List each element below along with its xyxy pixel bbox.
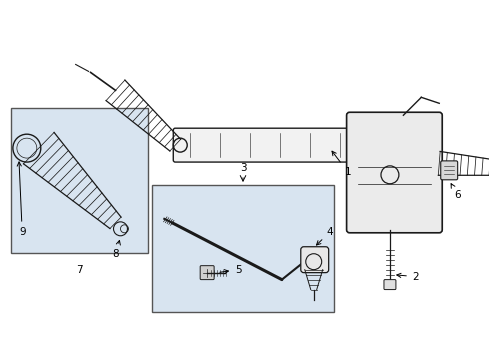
FancyBboxPatch shape [441,161,458,180]
Text: 6: 6 [451,184,461,200]
Text: 2: 2 [397,271,418,282]
Bar [152,185,334,312]
Bar [11,108,148,253]
Text: 4: 4 [317,227,333,245]
FancyBboxPatch shape [200,266,214,280]
Text: 7: 7 [76,265,83,275]
FancyBboxPatch shape [346,112,442,233]
FancyBboxPatch shape [384,280,396,289]
Text: 8: 8 [113,240,121,259]
Text: 3: 3 [240,163,246,173]
FancyBboxPatch shape [173,128,357,162]
Text: 9: 9 [17,162,25,237]
Text: 5: 5 [220,265,242,275]
Text: 1: 1 [332,151,351,177]
FancyBboxPatch shape [301,247,329,273]
